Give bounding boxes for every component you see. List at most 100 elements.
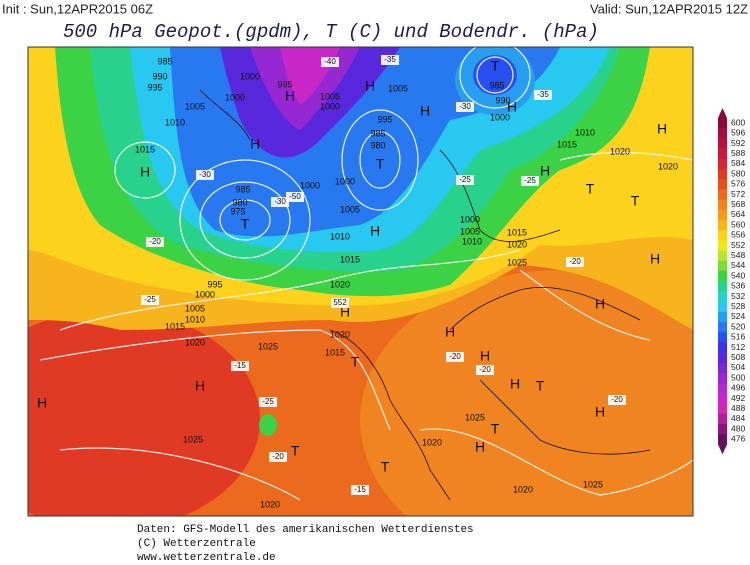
colorbar-segment <box>718 199 727 211</box>
isobar-label: 975 <box>230 206 245 216</box>
isobar-label: 1000 <box>460 214 480 224</box>
pressure-center: H <box>507 99 517 115</box>
colorbar-segment <box>718 413 727 425</box>
temperature-box <box>141 295 159 305</box>
pressure-center: H <box>480 348 490 364</box>
pressure-center: H <box>140 164 150 180</box>
isobar-label: 1000 <box>225 92 245 102</box>
temperature-label: -35 <box>537 90 549 99</box>
pressure-center: H <box>595 404 605 420</box>
isobar-label: 985 <box>489 80 504 90</box>
colorbar-label: 488 <box>731 403 745 413</box>
colorbar-segment <box>718 179 727 190</box>
init-time: Init : Sun,12APR2015 06Z <box>2 1 153 16</box>
isobar-label: 1005 <box>320 91 340 101</box>
isobar-label: 1015 <box>340 254 360 264</box>
temperature-label: -20 <box>149 237 161 246</box>
colorbar-label: 480 <box>731 423 745 433</box>
footer-url: www.wetterzentrale.de <box>137 552 276 564</box>
temperature-box <box>456 175 474 185</box>
isobar-label: 1020 <box>422 437 442 447</box>
colorbar-label: 500 <box>731 372 745 382</box>
temperature-label: -20 <box>611 395 623 404</box>
temperature-label: -25 <box>524 176 536 185</box>
colorbar-label: 476 <box>731 434 745 444</box>
pressure-center: H <box>657 121 667 137</box>
temperature-label: -40 <box>324 57 336 66</box>
colorbar-label: 568 <box>731 199 745 209</box>
isobar-label: 980 <box>370 140 385 150</box>
isobar-label: 1005 <box>388 83 408 93</box>
pressure-center: T <box>491 58 500 74</box>
pressure-center: H <box>445 324 455 340</box>
pressure-center: H <box>285 88 295 104</box>
temperature-box <box>521 176 539 186</box>
isobar-label: 1015 <box>165 321 185 331</box>
isobar-label: 1020 <box>610 146 630 156</box>
colorbar-segment <box>718 322 727 333</box>
colorbar-segment <box>718 138 727 149</box>
isobar-label: 995 <box>377 114 392 124</box>
footer-copyright: (C) Wetterzentrale <box>137 538 256 550</box>
isobar-label: 1000 <box>240 71 260 81</box>
colorbar-label: 572 <box>731 189 745 199</box>
temperature-label: -25 <box>459 175 471 184</box>
colorbar-label: 556 <box>731 230 745 240</box>
colorbar-segment <box>718 373 727 384</box>
isobar-label: 1010 <box>165 117 185 127</box>
isobar-label: 990 <box>152 71 167 81</box>
temperature-box <box>456 102 474 112</box>
pressure-center: H <box>475 439 485 455</box>
colorbar-segment <box>718 220 727 231</box>
isobar-label: 1000 <box>195 289 215 299</box>
isobar-label: 1005 <box>340 204 360 214</box>
pressure-center: T <box>536 378 545 394</box>
temperature-box <box>259 397 277 407</box>
colorbar-label: 512 <box>731 342 745 352</box>
temperature-box <box>269 452 287 462</box>
isobar-label: 995 <box>277 79 292 89</box>
footer-source: Daten: GFS-Modell des amerikanischen Wet… <box>137 524 474 536</box>
colorbar-segment <box>718 209 727 221</box>
isobar-label: 1025 <box>258 341 278 351</box>
colorbar-segment <box>718 342 727 353</box>
colorbar-segment <box>718 352 727 364</box>
colorbar-segment <box>718 158 727 170</box>
colorbar-label: 552 <box>731 240 745 250</box>
pressure-center: H <box>420 103 430 119</box>
temperature-box <box>271 197 289 207</box>
temperature-box <box>331 298 349 308</box>
colorbar-label: 520 <box>731 321 745 331</box>
colorbar-label: 524 <box>731 311 745 321</box>
isobar-label: 1010 <box>330 231 350 241</box>
temperature-box <box>351 485 369 495</box>
colorbar-label: 544 <box>731 260 745 270</box>
pressure-center: T <box>631 193 640 209</box>
isobar-label: 1000 <box>335 176 355 186</box>
temperature-label: -20 <box>272 452 284 461</box>
colorbar-label: 560 <box>731 219 745 229</box>
isobar-label: 1015 <box>507 227 527 237</box>
map-field <box>28 47 693 516</box>
pressure-center: H <box>540 163 550 179</box>
colorbar-segment <box>718 240 727 251</box>
temperature-box <box>146 237 164 247</box>
pressure-center: T <box>351 354 360 370</box>
colorbar-segment <box>718 250 727 262</box>
colorbar-segment <box>718 148 727 160</box>
colorbar-label: 504 <box>731 362 745 372</box>
temperature-box <box>321 57 339 67</box>
temperature-box <box>231 361 249 371</box>
colorbar-label: 508 <box>731 352 745 362</box>
isobar-label: 995 <box>207 279 222 289</box>
temperature-box <box>196 170 214 180</box>
temperature-label: -20 <box>449 352 461 361</box>
colorbar-segment <box>718 230 727 241</box>
colorbar-segment <box>718 424 727 435</box>
temperature-label: -25 <box>144 295 156 304</box>
isobar-label: 1020 <box>658 161 678 171</box>
isobar-label: 1000 <box>320 101 340 111</box>
temperature-label: -30 <box>199 170 211 179</box>
temperature-box <box>476 365 494 375</box>
